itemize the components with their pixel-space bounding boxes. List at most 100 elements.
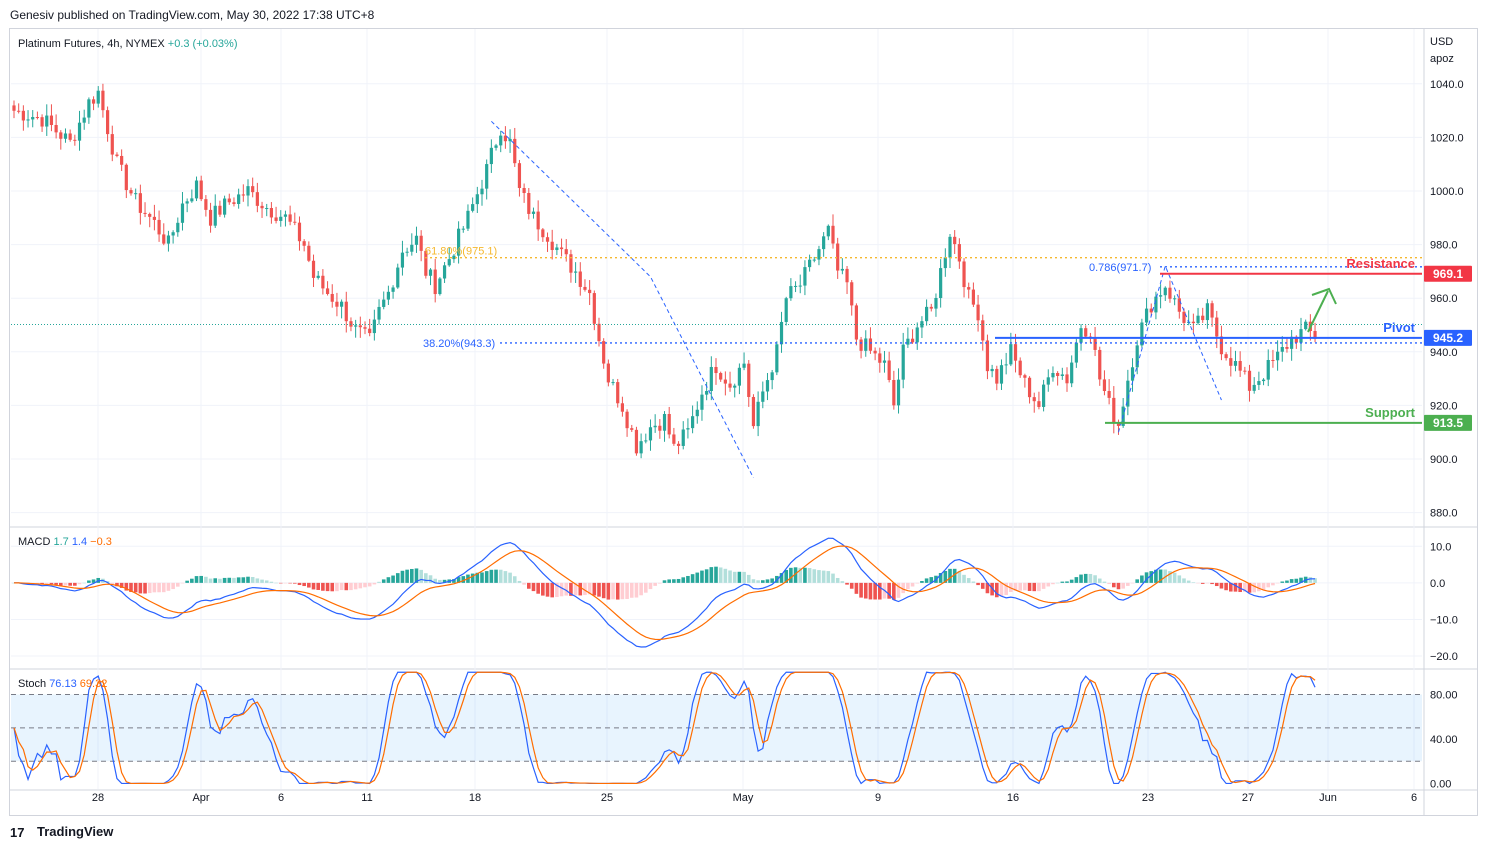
candle-body [428,269,433,276]
macd-histogram-bar [264,580,269,583]
macd-histogram-bar [456,577,461,583]
candle-body [953,236,957,245]
candle-body [882,360,887,363]
macd-histogram-bar [644,582,648,593]
candle-body [779,321,784,345]
candle-body [728,383,732,388]
macd-histogram-bar [143,582,147,594]
price-tick-label: 900.0 [1430,454,1458,466]
macd-histogram-bar [190,578,194,583]
chart-canvas[interactable]: 1040.01020.01000.0980.0960.0940.0920.090… [10,29,1477,815]
candle-body [1294,336,1298,343]
macd-histogram-bar [1097,578,1102,583]
candle-body [17,110,21,112]
candle-body [77,122,82,141]
candle-body [910,338,915,343]
macd-histogram-bar [344,582,349,591]
macd-histogram-bar [358,582,363,589]
macd-histogram-bar [335,582,339,592]
candle-body [705,390,709,395]
macd-histogram-bar [227,577,232,583]
macd-histogram-bar [480,572,484,583]
candle-body [676,443,681,446]
candle-body [442,265,447,279]
instrument-legend[interactable]: Platinum Futures, 4h, NYMEX +0.3 (+0.03%… [18,38,238,50]
candle-body [1182,311,1186,323]
candle-body [793,285,798,287]
macd-histogram-bar [779,573,784,583]
candle-body [597,323,601,342]
candle-body [288,214,292,222]
candle-body [1149,308,1153,313]
macd-histogram-bar [363,582,367,588]
candle-body [854,305,858,340]
macd-histogram-bar [63,582,68,586]
macd-histogram-bar [1219,582,1224,589]
candle-body [82,117,86,123]
stoch-tick-label: 80.00 [1430,689,1458,701]
candle-body [569,254,573,273]
pivot-price-tag [1424,329,1472,346]
macd-histogram-bar [943,570,948,583]
stoch-legend[interactable]: Stoch 76.13 69.32 [18,678,107,690]
macd-histogram-bar [896,582,901,598]
candle-body [59,132,63,139]
candle-body [662,413,667,431]
candle-body [545,237,550,242]
macd-histogram-bar [601,582,606,599]
candle-body [1219,336,1224,355]
macd-histogram-bar [742,571,746,583]
candle-body [414,235,419,245]
candle-body [981,320,985,341]
candle-body [808,259,812,268]
candle-body [302,241,306,246]
macd-histogram-bar [550,582,554,598]
macd-histogram-bar [180,582,185,584]
macd-histogram-bar [1200,582,1205,584]
candle-body [73,139,77,141]
macd-line [13,537,1316,648]
macd-histogram-bar [737,571,742,583]
macd-histogram-bar [246,576,250,583]
candle-body [485,164,489,189]
macd-legend[interactable]: MACD 1.7 1.4 −0.3 [18,536,112,548]
macd-histogram-bar [222,577,227,583]
macd-histogram-bar [44,582,49,584]
candle-body [574,271,578,273]
macd-histogram-bar [714,566,718,583]
candle-body [513,138,517,164]
macd-histogram-bar [1055,582,1060,584]
candle-body [297,222,302,242]
candle-body [180,203,185,223]
macd-histogram-bar [87,580,91,583]
macd-histogram-bar [901,582,905,594]
macd-histogram-bar [700,570,704,583]
candle-body [1144,308,1149,323]
macd-histogram-bar [208,578,213,583]
candle-body [517,163,522,188]
candle-body [1229,358,1233,366]
tradingview-brand[interactable]: 17 TradingView [10,824,113,839]
candle-body [1018,360,1022,376]
candle-body [789,286,793,299]
candle-body [176,222,180,233]
macd-histogram-bar [110,582,115,585]
macd-histogram-bar [746,574,751,583]
macd-histogram-bar [854,582,859,594]
candle-body [120,155,124,165]
macd-histogram-bar [826,571,831,583]
candle-body [283,214,288,217]
candle-body [784,298,788,322]
macd-histogram-bar [980,582,985,589]
fib-618-label: 61.80%(975.1) [425,246,497,258]
price-tick-label: 1000.0 [1430,186,1464,198]
macd-histogram-bar [639,582,643,596]
fib-swing-line-2 [1117,264,1222,433]
macd-histogram-bar [578,582,583,596]
candle-body [31,117,35,120]
candle-body [260,205,264,209]
candle-body [1238,360,1242,371]
candle-body [40,117,44,127]
candle-body [26,119,30,121]
macd-histogram-bar [133,582,138,593]
